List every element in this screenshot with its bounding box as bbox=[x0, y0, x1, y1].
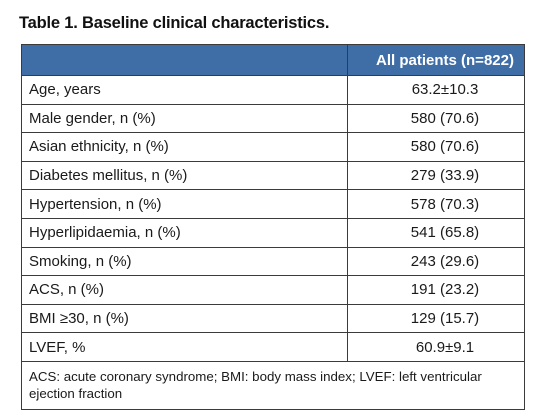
row-value: 243 (29.6) bbox=[347, 246, 525, 277]
table-row: LVEF, % 60.9±9.1 bbox=[21, 332, 525, 362]
table-row: Smoking, n (%) 243 (29.6) bbox=[21, 246, 525, 277]
table-row: Age, years 63.2±10.3 bbox=[21, 75, 525, 105]
table-row: Hyperlipidaemia, n (%) 541 (65.8) bbox=[21, 217, 525, 248]
row-label: ACS, n (%) bbox=[21, 275, 348, 305]
row-value: 541 (65.8) bbox=[347, 217, 525, 248]
row-label: Smoking, n (%) bbox=[21, 246, 348, 277]
table-row: ACS, n (%) 191 (23.2) bbox=[21, 275, 525, 305]
row-label: Hyperlipidaemia, n (%) bbox=[21, 217, 348, 248]
table-row: Diabetes mellitus, n (%) 279 (33.9) bbox=[21, 160, 525, 191]
row-label: Diabetes mellitus, n (%) bbox=[21, 160, 348, 191]
table-row: Hypertension, n (%) 578 (70.3) bbox=[21, 189, 525, 219]
row-label: BMI ≥30, n (%) bbox=[21, 303, 348, 334]
table-footnote: ACS: acute coronary syndrome; BMI: body … bbox=[21, 360, 525, 410]
row-label: Hypertension, n (%) bbox=[21, 189, 348, 219]
row-label: Age, years bbox=[21, 75, 348, 105]
row-value: 60.9±9.1 bbox=[347, 332, 525, 362]
header-blank-cell bbox=[21, 44, 348, 76]
row-label: Male gender, n (%) bbox=[21, 103, 348, 134]
table-row: Asian ethnicity, n (%) 580 (70.6) bbox=[21, 132, 525, 162]
baseline-characteristics-table: All patients (n=822) Age, years 63.2±10.… bbox=[21, 44, 525, 410]
row-value: 578 (70.3) bbox=[347, 189, 525, 219]
row-value: 580 (70.6) bbox=[347, 103, 525, 134]
table-row: Male gender, n (%) 580 (70.6) bbox=[21, 103, 525, 134]
table-row: BMI ≥30, n (%) 129 (15.7) bbox=[21, 303, 525, 334]
table-footnote-row: ACS: acute coronary syndrome; BMI: body … bbox=[21, 360, 525, 410]
table-title: Table 1. Baseline clinical characteristi… bbox=[19, 14, 330, 32]
row-label: LVEF, % bbox=[21, 332, 348, 362]
row-value: 129 (15.7) bbox=[347, 303, 525, 334]
row-label: Asian ethnicity, n (%) bbox=[21, 132, 348, 162]
row-value: 580 (70.6) bbox=[347, 132, 525, 162]
table-header-row: All patients (n=822) bbox=[21, 44, 525, 76]
row-value: 191 (23.2) bbox=[347, 275, 525, 305]
row-value: 279 (33.9) bbox=[347, 160, 525, 191]
header-all-patients: All patients (n=822) bbox=[347, 44, 525, 76]
row-value: 63.2±10.3 bbox=[347, 75, 525, 105]
